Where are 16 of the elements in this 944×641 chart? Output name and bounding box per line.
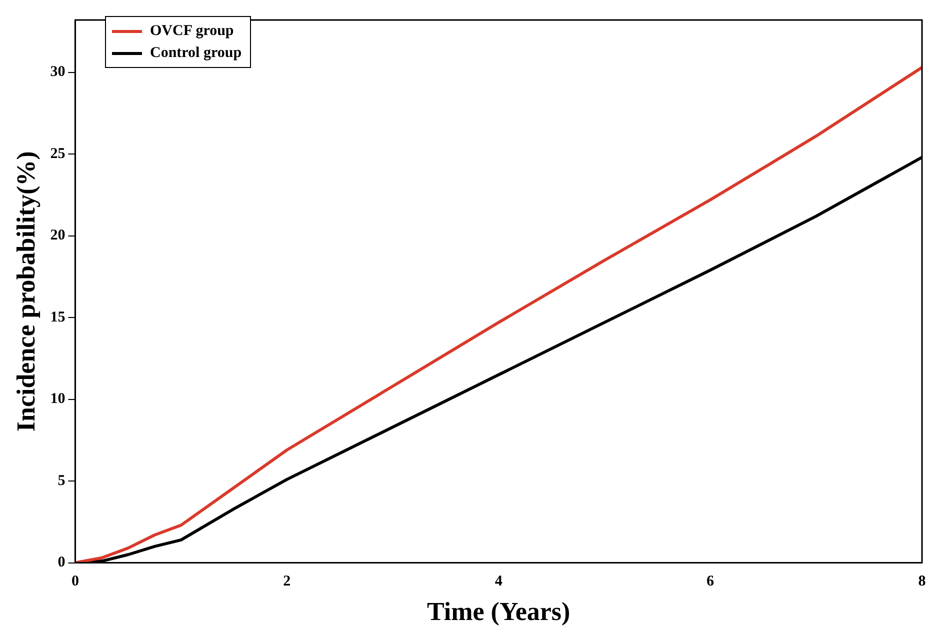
y-tick-label: 5: [58, 472, 66, 489]
y-tick-label: 15: [50, 309, 66, 326]
x-tick-label: 2: [283, 574, 291, 590]
y-tick-label: 25: [50, 146, 66, 162]
y-axis-title: Incidence probability(%): [11, 151, 40, 432]
y-tick-label: 10: [50, 391, 66, 408]
y-tick-label: 30: [50, 64, 66, 80]
x-tick-label: 8: [918, 574, 926, 590]
y-tick-label: 0: [58, 554, 66, 571]
x-tick-label: 4: [494, 574, 503, 590]
legend-label: OVCF group: [150, 22, 234, 41]
y-tick-label: 20: [50, 228, 66, 244]
x-tick-label: 6: [706, 574, 715, 590]
x-tick-label: 0: [71, 574, 79, 590]
x-axis-title: Time (Years): [427, 597, 570, 626]
legend-label: Control group: [150, 44, 242, 63]
